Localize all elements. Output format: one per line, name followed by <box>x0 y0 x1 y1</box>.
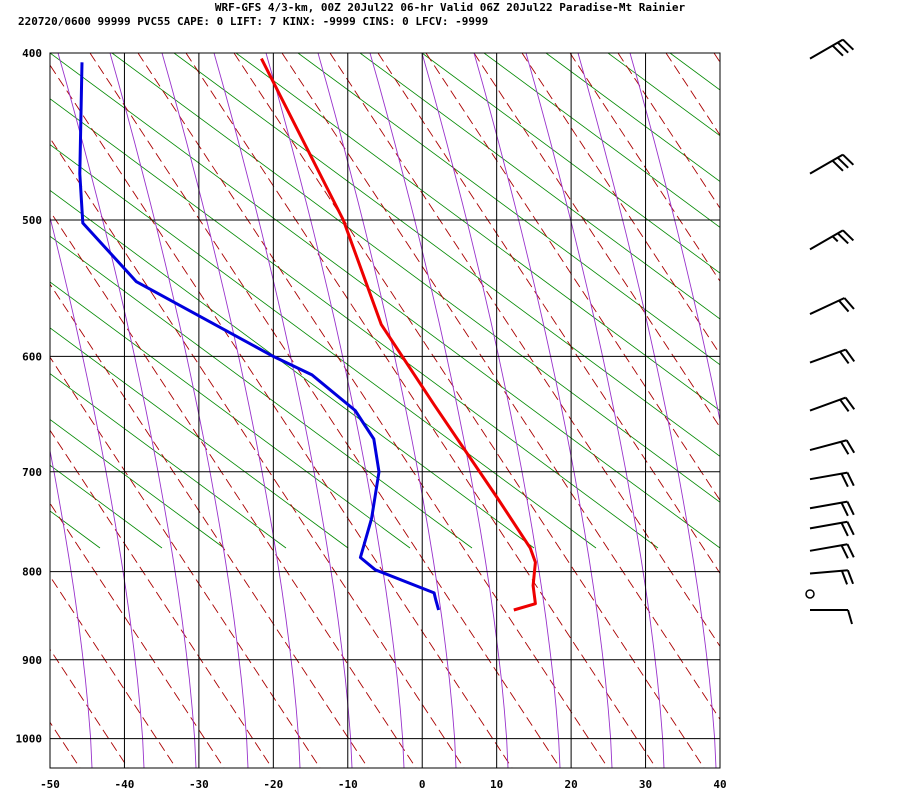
dry-adiabat-line <box>50 235 473 549</box>
dry-adiabat-line <box>483 53 720 228</box>
saturated-adiabat-line <box>50 215 145 768</box>
saturated-adiabat-line <box>317 53 457 768</box>
mixing-ratio-line <box>762 53 900 768</box>
saturated-adiabat-line <box>213 53 353 768</box>
dry-adiabat-line <box>50 327 349 549</box>
mixing-ratio-line <box>185 53 657 768</box>
wind-barb <box>809 500 855 517</box>
mixing-ratio-line <box>50 137 465 768</box>
axis-ticks: -50 -40 -30 -20 -10 0 10 20 30 40 400 500 600 700 800 9… <box>16 47 727 791</box>
dry-adiabat-line <box>545 53 720 183</box>
dry-adiabat-line <box>669 53 720 91</box>
y-tick-label: 500 <box>22 214 42 227</box>
y-tick-label: 600 <box>22 350 42 363</box>
wind-barb <box>809 297 855 315</box>
y-tick-label: 700 <box>22 466 42 479</box>
x-tick-label: 10 <box>490 778 503 791</box>
wind-barb <box>809 471 855 488</box>
wind-barb <box>809 229 855 251</box>
wind-barb <box>809 38 855 60</box>
plot-grid <box>49 52 721 769</box>
x-tick-label: -50 <box>40 778 60 791</box>
dry-adiabat-line <box>50 281 411 549</box>
saturated-adiabat-line <box>50 448 93 768</box>
wind-barb <box>809 348 856 365</box>
x-tick-label: -10 <box>338 778 358 791</box>
saturated-adiabat-line <box>109 53 249 768</box>
dry-adiabat-line <box>173 53 720 457</box>
mixing-ratio-line <box>50 502 225 768</box>
mixing-ratio-line <box>50 64 513 768</box>
mixing-ratio-line <box>665 53 720 136</box>
wind-barb <box>809 153 855 175</box>
temperature-profile-line <box>260 57 537 612</box>
mixing-ratio-line <box>377 53 720 575</box>
wind-barb <box>805 589 853 625</box>
y-tick-label: 1000 <box>16 733 43 746</box>
mixing-ratio-line <box>329 53 720 648</box>
mixing-ratio-line <box>617 53 720 209</box>
mixing-ratio-line <box>89 53 561 768</box>
dry-adiabat-line <box>111 53 720 503</box>
mixing-ratio-line <box>50 575 177 768</box>
background-lines <box>50 53 900 768</box>
dry-adiabat-line <box>297 53 720 366</box>
dry-adiabat-line <box>50 418 225 549</box>
mixing-ratio-line <box>425 53 720 502</box>
dry-adiabat-line <box>421 53 720 274</box>
dry-adiabat-line <box>50 373 287 549</box>
saturated-adiabat-line <box>421 53 561 768</box>
dry-adiabat-line <box>50 98 659 549</box>
profiles <box>78 57 537 612</box>
x-tick-label: -40 <box>115 778 135 791</box>
wind-barb <box>809 396 856 412</box>
mixing-ratio-line <box>233 53 705 768</box>
mixing-ratio-line <box>50 429 273 768</box>
mixing-ratio-line <box>713 53 720 63</box>
mixing-ratio-line <box>137 53 609 768</box>
wind-barb <box>809 543 855 559</box>
mixing-ratio-line <box>569 53 720 283</box>
dewpoint-profile-line <box>78 62 441 611</box>
mixing-ratio-line <box>521 53 720 356</box>
saturated-adiabat-line <box>161 53 301 768</box>
y-tick-label: 900 <box>22 654 42 667</box>
saturated-adiabat-line <box>473 53 613 768</box>
mixing-ratio-line <box>473 53 720 429</box>
x-tick-label: 30 <box>639 778 652 791</box>
x-tick-label: 0 <box>419 778 426 791</box>
wind-barbs <box>805 38 856 625</box>
saturated-adiabat-line <box>525 53 665 768</box>
mixing-ratio-line <box>281 53 720 721</box>
y-tick-label: 800 <box>22 566 42 579</box>
x-tick-label: 20 <box>564 778 577 791</box>
dry-adiabat-line <box>607 53 720 137</box>
saturated-adiabat-line <box>369 53 509 768</box>
y-tick-label: 400 <box>22 47 42 60</box>
wind-barb <box>809 569 854 585</box>
dry-adiabat-line <box>50 53 720 549</box>
plot-frame <box>49 52 721 769</box>
wind-barb <box>809 520 855 537</box>
wind-barb <box>809 439 856 455</box>
x-tick-label: -30 <box>189 778 209 791</box>
saturated-adiabat-line <box>629 53 720 423</box>
saturated-adiabat-line <box>577 53 717 768</box>
saturated-adiabat-line <box>57 53 197 768</box>
mixing-ratio-line <box>50 210 417 768</box>
stats-line: 220720/0600 99999 PVC55 CAPE: 0 LIFT: 7 … <box>18 15 488 28</box>
dry-adiabat-line <box>235 53 720 412</box>
chart-title: WRF-GFS 4/3-km, 00Z 20Jul22 06-hr Valid … <box>215 1 686 14</box>
x-tick-label: 40 <box>713 778 726 791</box>
mixing-ratio-line <box>50 356 321 768</box>
saturated-adiabat-line <box>265 53 405 768</box>
dry-adiabat-line <box>359 53 720 320</box>
dry-adiabat-line <box>50 144 597 549</box>
x-tick-label: -20 <box>263 778 283 791</box>
